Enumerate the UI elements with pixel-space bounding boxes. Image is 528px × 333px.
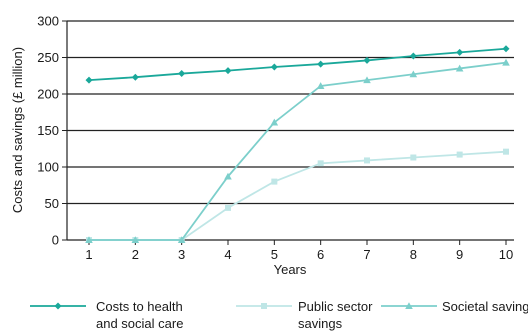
x-tick-label: 10 [499, 247, 513, 262]
point-triangle [131, 236, 140, 243]
x-tick-label: 7 [363, 247, 370, 262]
point-diamond [131, 73, 139, 81]
point-triangle [316, 82, 325, 89]
point-triangle [224, 172, 232, 180]
legend-item-3: Societal savings [381, 299, 528, 314]
point-triangle [405, 302, 413, 309]
x-tick-label: 9 [456, 247, 463, 262]
legend-label: Costs to health [96, 299, 183, 314]
legend-label: savings [298, 316, 343, 331]
legend: Costs to health and social care Public sec… [30, 299, 528, 331]
point-triangle [455, 64, 464, 72]
x-tick-label: 5 [271, 247, 278, 262]
point-square [317, 160, 324, 167]
point-square [503, 148, 509, 155]
point-diamond [54, 302, 62, 310]
point-diamond [502, 45, 510, 53]
y-tick-label: 50 [45, 196, 59, 211]
legend-label: and social care [96, 316, 183, 331]
point-triangle [409, 70, 418, 78]
y-tick-label: 0 [52, 233, 59, 248]
series-line [89, 61, 507, 241]
x-tick-label: 4 [224, 247, 231, 262]
point-diamond [270, 63, 278, 71]
point-square [364, 157, 370, 164]
series-line [89, 150, 507, 241]
gridlines [67, 20, 514, 205]
point-diamond [178, 70, 186, 78]
point-diamond [224, 67, 232, 75]
y-tick-label: 100 [37, 160, 59, 175]
series-line [88, 47, 507, 82]
point-triangle [502, 58, 510, 66]
y-tick-label: 150 [37, 123, 59, 138]
y-tick-label: 250 [37, 50, 59, 65]
legend-label: Societal savings [442, 299, 528, 314]
x-tick-label: 2 [132, 247, 139, 262]
y-axis-title: Costs and savings (£ million) [10, 47, 25, 213]
series-3 [85, 58, 510, 243]
legend-item-2: Public sector savings [236, 299, 373, 331]
series-1 [85, 45, 510, 84]
legend-item-1: Costs to health and social care [30, 299, 183, 331]
axes [62, 20, 514, 245]
point-triangle [363, 76, 371, 84]
point-square [261, 303, 267, 309]
legend-label: Public sector [298, 299, 373, 314]
x-tick-label: 1 [85, 247, 92, 262]
point-triangle [270, 118, 279, 126]
point-square [271, 178, 278, 185]
x-tick-label: 3 [178, 247, 185, 262]
point-diamond [85, 76, 93, 84]
y-tick-label: 300 [37, 14, 59, 29]
tick-labels: 0 50 100 150 200 250 300 1 2 3 4 5 6 7 8 9 10 [37, 14, 513, 263]
point-square [225, 204, 231, 211]
point-square [456, 151, 463, 158]
point-square [410, 154, 417, 161]
x-axis-title: Years [274, 262, 307, 277]
point-triangle [85, 236, 93, 243]
point-diamond [456, 48, 464, 56]
point-triangle [177, 236, 186, 243]
series-2 [86, 148, 509, 243]
point-diamond [317, 60, 325, 68]
x-tick-label: 8 [410, 247, 417, 262]
point-diamond [409, 52, 417, 60]
y-tick-label: 200 [37, 87, 59, 102]
series-lines [85, 45, 510, 243]
x-tick-label: 6 [317, 247, 324, 262]
point-diamond [363, 56, 371, 64]
